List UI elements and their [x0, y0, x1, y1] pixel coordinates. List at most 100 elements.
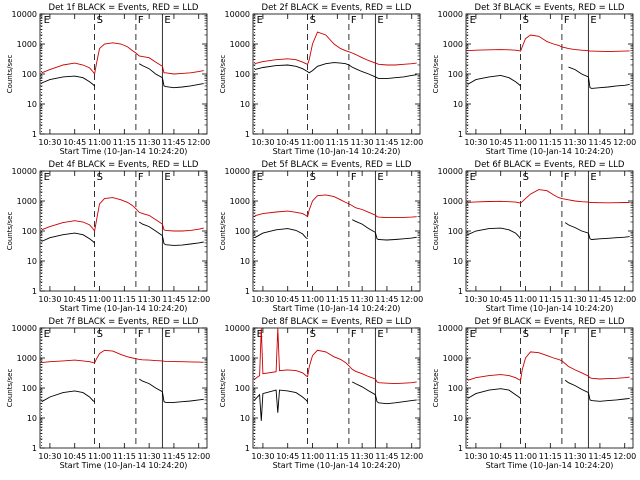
x-tick-label: 11:00 [88, 295, 111, 304]
panel-title: Det 7f BLACK = Events, RED = LLD [49, 317, 199, 327]
series-lld-line [467, 351, 630, 381]
y-tick-label: 10000 [12, 324, 37, 333]
marker-label: F [564, 329, 570, 340]
marker-label: F [138, 329, 144, 340]
marker-label: E [470, 15, 476, 26]
x-tick-label: 11:00 [514, 452, 537, 461]
y-tick-label: 100 [22, 227, 37, 236]
panel-8: Det 8f BLACK = Events, RED = LLD 1 10 100 10… [219, 317, 423, 470]
x-tick-label: 11:45 [375, 452, 398, 461]
marker-label: F [138, 172, 144, 183]
series-events-line [254, 62, 417, 80]
marker-label: F [138, 15, 144, 26]
y-tick-label: 1000 [443, 40, 463, 49]
marker-label: F [351, 172, 357, 183]
marker-label: E [470, 172, 476, 183]
x-tick-label: 10:30 [38, 452, 61, 461]
panel-title: Det 4f BLACK = Events, RED = LLD [49, 160, 199, 170]
y-tick-label: 10000 [12, 10, 37, 19]
y-axis-label: Counts/sec [6, 369, 14, 408]
y-tick-label: 10 [453, 100, 463, 109]
series-lld-line [467, 189, 630, 204]
panel-title: Det 8f BLACK = Events, RED = LLD [262, 317, 412, 327]
y-tick-label: 10 [27, 257, 37, 266]
marker-label: E [44, 15, 50, 26]
plot-frame [465, 327, 634, 449]
x-tick-label: 10:30 [251, 295, 274, 304]
y-tick-label: 1000 [17, 40, 37, 49]
marker-label: E [164, 15, 170, 26]
x-axis-label: Start Time (10-Jan-14 10:24:20) [60, 304, 188, 313]
y-tick-label: 100 [448, 227, 463, 236]
y-tick-label: 1 [458, 444, 463, 453]
x-tick-label: 10:45 [489, 138, 512, 147]
series-lld-line [254, 194, 417, 219]
y-tick-label: 10000 [225, 324, 250, 333]
plot-frame [252, 170, 421, 292]
x-tick-label: 11:15 [113, 452, 136, 461]
x-tick-label: 10:45 [276, 138, 299, 147]
panel-title: Det 1f BLACK = Events, RED = LLD [49, 3, 199, 13]
x-tick-label: 11:30 [564, 452, 587, 461]
y-tick-label: 1 [245, 130, 250, 139]
x-tick-label: 12:00 [400, 452, 423, 461]
series-events-line [467, 379, 630, 402]
marker-label: F [564, 172, 570, 183]
x-tick-label: 11:15 [326, 295, 349, 304]
y-tick-label: 10000 [12, 167, 37, 176]
marker-label: E [44, 329, 50, 340]
panel-title: Det 6f BLACK = Events, RED = LLD [475, 160, 625, 170]
x-tick-label: 12:00 [187, 295, 210, 304]
marker-label: E [377, 172, 383, 183]
marker-label: E [257, 172, 263, 183]
y-tick-label: 1000 [17, 197, 37, 206]
y-tick-label: 1000 [230, 40, 250, 49]
x-tick-label: 12:00 [613, 295, 636, 304]
marker-label: S [523, 15, 529, 26]
x-axis-label: Start Time (10-Jan-14 10:24:20) [60, 461, 188, 470]
y-tick-label: 1000 [230, 197, 250, 206]
y-tick-label: 100 [448, 384, 463, 393]
y-axis-label: Counts/sec [6, 55, 14, 94]
panel-title: Det 2f BLACK = Events, RED = LLD [262, 3, 412, 13]
x-tick-label: 11:45 [162, 295, 185, 304]
x-tick-label: 10:30 [38, 295, 61, 304]
y-tick-label: 1000 [443, 197, 463, 206]
x-tick-label: 11:00 [301, 295, 324, 304]
x-tick-label: 10:45 [276, 295, 299, 304]
series-events-line [41, 221, 204, 246]
y-tick-label: 1 [32, 287, 37, 296]
panel-9: Det 9f BLACK = Events, RED = LLD 1 10 100 10… [432, 317, 636, 470]
y-tick-label: 1 [245, 287, 250, 296]
x-tick-label: 10:45 [276, 452, 299, 461]
x-tick-label: 11:00 [301, 452, 324, 461]
x-tick-label: 11:45 [375, 295, 398, 304]
marker-label: S [310, 329, 316, 340]
y-tick-label: 1 [32, 130, 37, 139]
x-tick-label: 11:15 [539, 138, 562, 147]
x-tick-label: 10:30 [464, 295, 487, 304]
marker-label: E [44, 172, 50, 183]
marker-label: E [590, 329, 596, 340]
x-axis-label: Start Time (10-Jan-14 10:24:20) [60, 147, 188, 156]
y-tick-label: 1 [245, 444, 250, 453]
x-tick-label: 11:30 [351, 295, 374, 304]
marker-label: E [257, 329, 263, 340]
y-tick-label: 1 [458, 287, 463, 296]
y-tick-label: 10 [453, 414, 463, 423]
plot-frame [39, 327, 208, 449]
marker-label: S [523, 172, 529, 183]
x-tick-label: 10:30 [464, 138, 487, 147]
y-tick-label: 100 [448, 70, 463, 79]
y-axis-label: Counts/sec [432, 212, 440, 251]
x-tick-label: 11:30 [351, 138, 374, 147]
series-lld-line [41, 42, 204, 76]
x-tick-label: 11:00 [514, 138, 537, 147]
marker-label: F [564, 15, 570, 26]
marker-label: F [351, 15, 357, 26]
series-lld-line [41, 197, 204, 233]
plot-frame [465, 170, 634, 292]
marker-label: F [351, 329, 357, 340]
y-tick-label: 100 [235, 227, 250, 236]
